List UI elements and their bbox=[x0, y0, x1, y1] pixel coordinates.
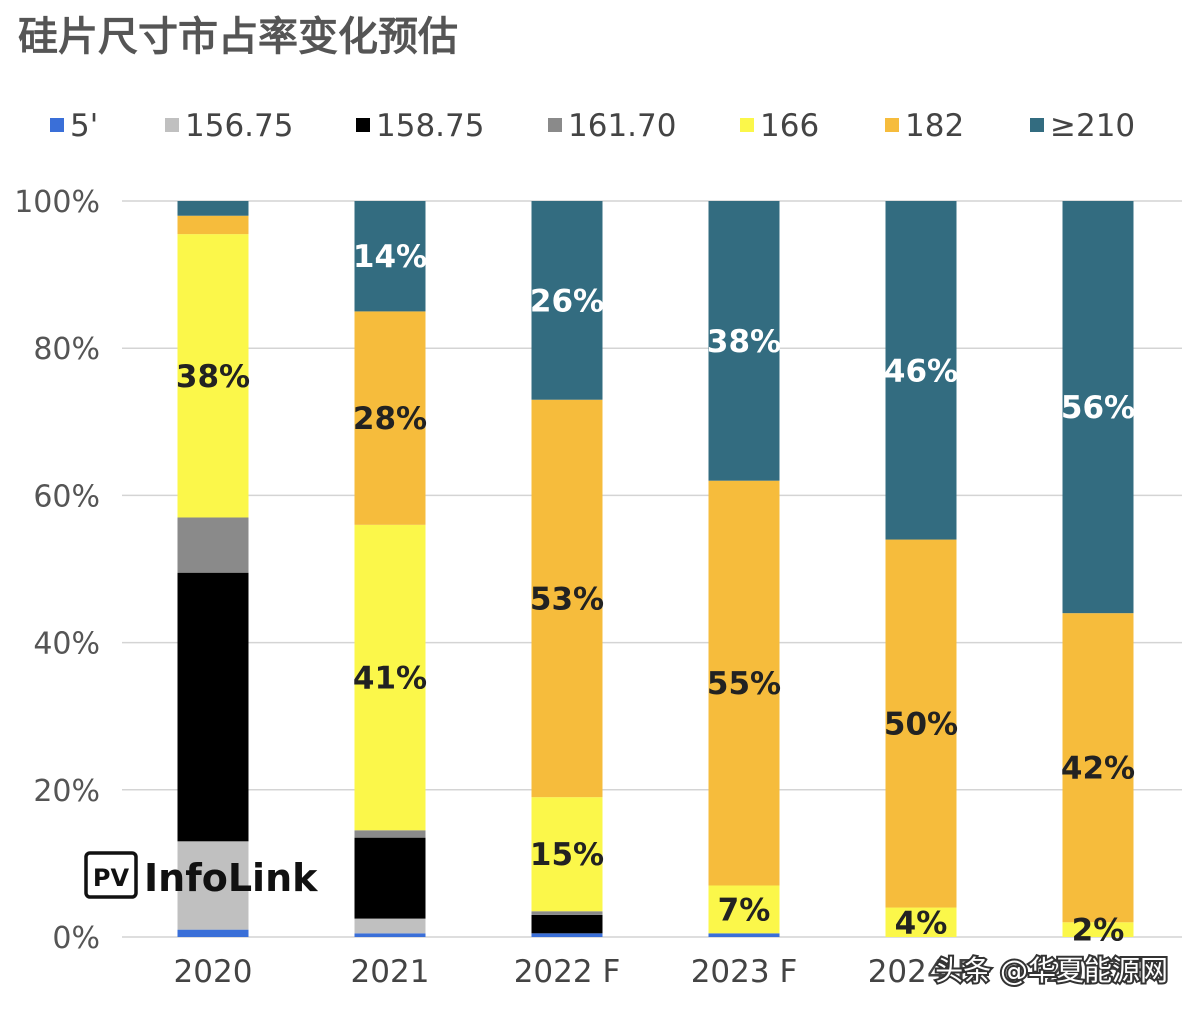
legend-swatch bbox=[548, 118, 562, 132]
y-tick-label: 100% bbox=[14, 185, 100, 220]
data-label: 46% bbox=[884, 353, 958, 389]
data-label: 26% bbox=[530, 283, 604, 319]
legend-label: 156.75 bbox=[185, 108, 293, 144]
data-label: 50% bbox=[884, 707, 958, 743]
bar-segment bbox=[354, 311, 426, 525]
data-label: 7% bbox=[718, 892, 771, 928]
infolink-logo: PV InfoLink bbox=[84, 851, 318, 900]
x-tick-label: 2024 F bbox=[868, 954, 975, 990]
bar-segment bbox=[177, 929, 249, 937]
bars bbox=[177, 201, 1134, 937]
y-tick-label: 40% bbox=[33, 627, 100, 662]
bar-segment bbox=[531, 201, 603, 400]
legend-swatch bbox=[356, 118, 370, 132]
legend-label: 166 bbox=[760, 108, 819, 144]
data-label: 14% bbox=[353, 239, 427, 275]
x-tick-label: 2021 bbox=[351, 954, 430, 990]
bar-segment bbox=[1062, 922, 1134, 937]
bar-segment bbox=[531, 933, 603, 937]
bar-segment bbox=[531, 399, 603, 798]
watermark-text: 头条 @华夏能源网 bbox=[935, 954, 1168, 987]
bar-segment bbox=[531, 914, 603, 934]
data-label: 42% bbox=[1061, 751, 1135, 787]
legend-swatch bbox=[885, 118, 899, 132]
bar-segment bbox=[177, 215, 249, 235]
logo-text: InfoLink bbox=[144, 856, 318, 900]
bar-segment bbox=[177, 841, 249, 930]
legend-label: 5' bbox=[70, 108, 98, 144]
legend-swatch bbox=[165, 118, 179, 132]
chart-title: 硅片尺寸市占率变化预估 bbox=[18, 14, 458, 60]
legend-swatch bbox=[1030, 118, 1044, 132]
bar-segment bbox=[354, 201, 426, 312]
bar-segment bbox=[885, 539, 957, 908]
data-label: 15% bbox=[530, 837, 604, 873]
y-tick-label: 80% bbox=[33, 332, 100, 367]
data-label: 53% bbox=[530, 581, 604, 617]
bar-segment bbox=[708, 480, 780, 886]
legend: 5' 156.75 158.75 161.70 166 182 ≥210 bbox=[50, 108, 1135, 144]
logo-badge-icon bbox=[84, 851, 138, 899]
x-tick-label: 2020 bbox=[174, 954, 253, 990]
bar-segment bbox=[354, 830, 426, 838]
legend-swatch bbox=[740, 118, 754, 132]
bar-segment bbox=[885, 201, 957, 540]
x-tick-label: 2023 F bbox=[691, 954, 798, 990]
bar-segment bbox=[708, 201, 780, 481]
bar-segment bbox=[531, 797, 603, 912]
bar-segment bbox=[885, 907, 957, 937]
watermark: 头条 @华夏能源网 bbox=[933, 952, 1170, 989]
bar-segment bbox=[177, 517, 249, 573]
bar-segment bbox=[354, 524, 426, 831]
data-label: 41% bbox=[353, 661, 427, 697]
y-tick-label: 20% bbox=[33, 774, 100, 809]
data-label: 2% bbox=[1072, 913, 1125, 949]
bar-segment bbox=[708, 885, 780, 934]
bar-segment bbox=[354, 933, 426, 937]
gridlines bbox=[122, 200, 1182, 938]
data-label: 38% bbox=[176, 359, 250, 395]
bar-segment bbox=[177, 572, 249, 842]
y-tick-label: 0% bbox=[52, 921, 100, 956]
y-axis: 0% 20% 40% 60% 80% 100% bbox=[14, 185, 100, 956]
data-label: 56% bbox=[1061, 390, 1135, 426]
bar-segment bbox=[531, 911, 603, 915]
legend-label: 182 bbox=[905, 108, 964, 144]
x-axis: 2020 2021 2022 F 2023 F 2024 F 2025 F bbox=[174, 954, 1152, 990]
bar-segment bbox=[354, 837, 426, 919]
legend-label: 161.70 bbox=[568, 108, 676, 144]
legend-label: ≥210 bbox=[1050, 108, 1135, 144]
data-label: 28% bbox=[353, 401, 427, 437]
data-label: 4% bbox=[895, 905, 948, 941]
bar-segment bbox=[354, 918, 426, 934]
bar-segment bbox=[177, 201, 249, 216]
x-tick-label: 2022 F bbox=[514, 954, 621, 990]
bar-segment bbox=[1062, 613, 1134, 923]
data-labels: 38% 41% 28% 14% 15% 53% 26% 7% 55% 38% 4% 50% 46% 2% 4… bbox=[176, 239, 1135, 948]
logo-badge-text: PV bbox=[93, 864, 130, 892]
legend-label: 158.75 bbox=[376, 108, 484, 144]
data-label: 38% bbox=[707, 324, 781, 360]
bar-segment bbox=[708, 933, 780, 937]
y-tick-label: 60% bbox=[33, 479, 100, 514]
bar-segment bbox=[177, 234, 249, 518]
x-tick-label: 2025 F bbox=[1045, 954, 1152, 990]
bar-segment bbox=[1062, 201, 1134, 614]
legend-swatch bbox=[50, 118, 64, 132]
data-label: 55% bbox=[707, 666, 781, 702]
